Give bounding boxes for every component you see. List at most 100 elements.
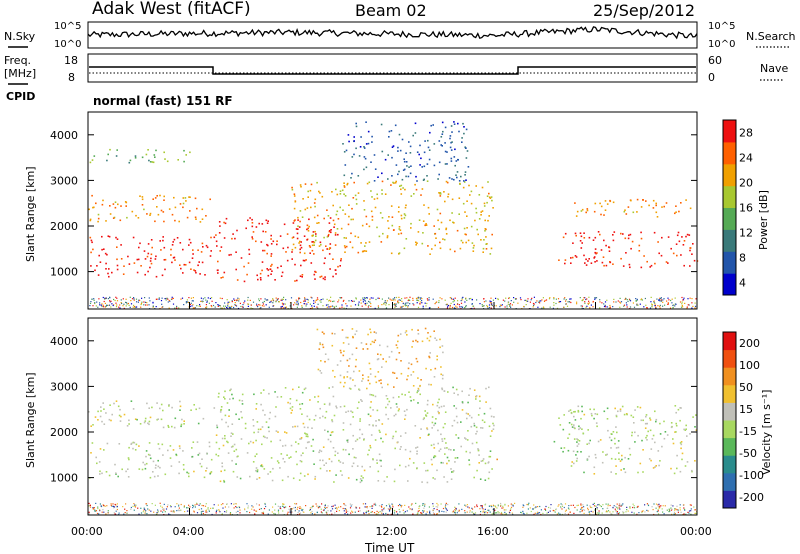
- heatmap-cell: [270, 234, 272, 237]
- heatmap-cell: [445, 508, 447, 510]
- heatmap-cell: [433, 376, 436, 378]
- heatmap-cell: [157, 465, 160, 468]
- heatmap-cell: [385, 505, 388, 507]
- heatmap-cell: [315, 299, 317, 301]
- heatmap-cell: [367, 130, 370, 133]
- heatmap-cell: [337, 265, 339, 268]
- heatmap-cell: [616, 431, 618, 434]
- heatmap-cell: [89, 504, 91, 507]
- heatmap-cell: [241, 393, 244, 396]
- heatmap-cell: [179, 242, 182, 244]
- heatmap-cell: [339, 206, 341, 209]
- heatmap-cell: [133, 304, 135, 306]
- heatmap-cell: [368, 305, 370, 307]
- heatmap-cell: [453, 222, 455, 224]
- heatmap-cell: [346, 183, 348, 186]
- heatmap-cell: [431, 427, 433, 429]
- heatmap-cell: [226, 440, 228, 443]
- heatmap-cell: [424, 410, 426, 412]
- heatmap-cell: [396, 511, 398, 513]
- heatmap-cell: [504, 504, 506, 506]
- heatmap-cell: [148, 407, 150, 409]
- heatmap-cell: [305, 259, 307, 261]
- heatmap-cell: [386, 300, 388, 302]
- heatmap-cell: [299, 460, 302, 462]
- heatmap-cell: [94, 509, 96, 511]
- heatmap-cell: [576, 301, 578, 303]
- heatmap-cell: [351, 504, 353, 506]
- heatmap-cell: [511, 512, 513, 514]
- heatmap-cell: [298, 510, 300, 512]
- heatmap-cell: [375, 332, 377, 334]
- heatmap-cell: [379, 353, 382, 356]
- heatmap-cell: [351, 172, 353, 175]
- heatmap-cell: [558, 504, 560, 506]
- heatmap-cell: [620, 232, 622, 235]
- heatmap-cell: [269, 268, 272, 270]
- heatmap-cell: [224, 506, 226, 508]
- heatmap-cell: [575, 215, 578, 217]
- heatmap-cell: [363, 469, 366, 472]
- heatmap-cell: [403, 512, 405, 514]
- heatmap-cell: [482, 511, 484, 513]
- heatmap-cell: [434, 478, 436, 480]
- heatmap-cell: [154, 504, 156, 506]
- heatmap-cell: [103, 511, 105, 513]
- heatmap-cell: [183, 506, 185, 508]
- heatmap-cell: [673, 513, 675, 515]
- heatmap-cell: [299, 210, 302, 212]
- heatmap-cell: [223, 307, 225, 309]
- heatmap-cell: [314, 301, 316, 303]
- velocity-heatmap: [88, 327, 698, 516]
- heatmap-cell: [320, 301, 322, 303]
- heatmap-cell: [182, 272, 184, 274]
- heatmap-cell: [594, 261, 596, 263]
- heatmap-cell: [331, 386, 334, 388]
- heatmap-cell: [355, 507, 357, 509]
- heatmap-cell: [681, 304, 683, 307]
- heatmap-cell: [659, 433, 662, 435]
- heatmap-cell: [253, 509, 255, 511]
- heatmap-cell: [600, 205, 603, 208]
- heatmap-cell: [278, 301, 280, 303]
- heatmap-cell: [596, 413, 599, 416]
- heatmap-cell: [306, 433, 309, 436]
- heatmap-cell: [561, 504, 563, 506]
- heatmap-cell: [380, 459, 382, 462]
- heatmap-cell: [174, 417, 177, 420]
- heatmap-cell: [370, 511, 372, 513]
- heatmap-cell: [599, 307, 601, 309]
- heatmap-cell: [437, 178, 439, 180]
- heatmap-cell: [264, 231, 267, 233]
- heatmap-cell: [97, 213, 100, 216]
- heatmap-cell: [146, 504, 148, 507]
- heatmap-cell: [657, 504, 659, 506]
- heatmap-cell: [196, 502, 198, 504]
- heatmap-cell: [166, 160, 169, 163]
- heatmap-cell: [568, 508, 570, 510]
- heatmap-cell: [533, 513, 535, 515]
- heatmap-cell: [580, 235, 583, 238]
- heatmap-cell: [564, 297, 566, 299]
- heatmap-cell: [167, 449, 169, 452]
- heatmap-cell: [407, 305, 409, 307]
- heatmap-cell: [210, 236, 212, 239]
- heatmap-cell: [492, 428, 495, 430]
- heatmap-cell: [149, 476, 152, 479]
- heatmap-cell: [200, 300, 202, 302]
- heatmap-cell: [642, 449, 644, 451]
- heatmap-cell: [489, 435, 492, 437]
- heatmap-cell: [391, 216, 394, 218]
- heatmap-cell: [612, 263, 614, 265]
- heatmap-cell: [640, 419, 643, 422]
- heatmap-cell: [350, 305, 352, 307]
- heatmap-cell: [483, 202, 486, 205]
- heatmap-cell: [133, 262, 136, 264]
- colorbar-tick-label: -200: [739, 491, 764, 504]
- heatmap-cell: [439, 193, 442, 195]
- heatmap-cell: [592, 511, 594, 513]
- heatmap-cell: [259, 277, 262, 279]
- colorbar-tick-label: 200: [739, 337, 760, 350]
- heatmap-cell: [593, 505, 596, 507]
- heatmap-cell: [506, 305, 508, 307]
